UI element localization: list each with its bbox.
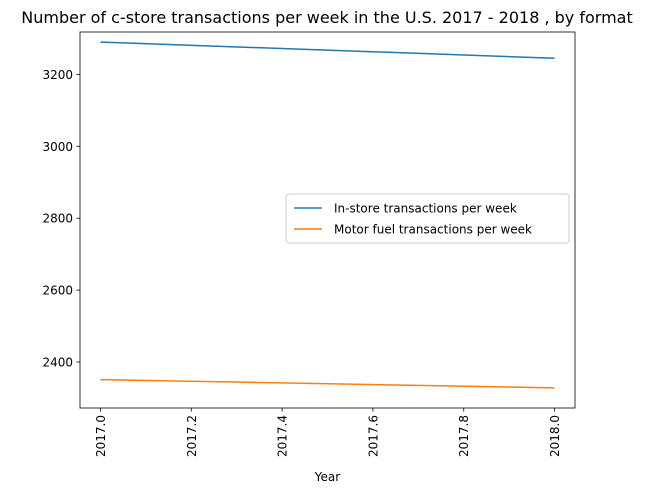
series-line-1 [100,378,555,389]
y-tick-label: 3000 [42,140,73,154]
legend-box [285,193,570,244]
y-tick-label: 2400 [42,355,73,369]
x-tick-label: 2017.2 [185,415,199,457]
legend: In-store transactions per week Motor fuel… [285,193,570,244]
x-axis-label: Year [314,470,340,484]
y-tick-label: 2600 [42,284,73,298]
legend-label-1: Motor fuel transactions per week [334,223,532,237]
y-tick-label: 3200 [42,68,73,82]
series-lines [100,41,555,389]
x-tick-label: 2017.6 [366,415,380,457]
x-tick-label: 2017.4 [276,415,290,457]
x-tick-label: 2017.0 [94,415,108,457]
x-axis-ticks: 2017.0 2017.2 2017.4 2017.6 2017.8 2018.0 [94,408,562,457]
chart-title: Number of c-store transactions per week … [21,8,632,27]
x-tick-label: 2018.0 [548,415,562,457]
y-tick-label: 2800 [42,212,73,226]
x-tick-label: 2017.8 [457,415,471,457]
series-line-0 [100,41,555,59]
legend-label-0: In-store transactions per week [334,202,517,216]
y-axis-ticks: 2400 2600 2800 3000 3200 [42,68,80,369]
